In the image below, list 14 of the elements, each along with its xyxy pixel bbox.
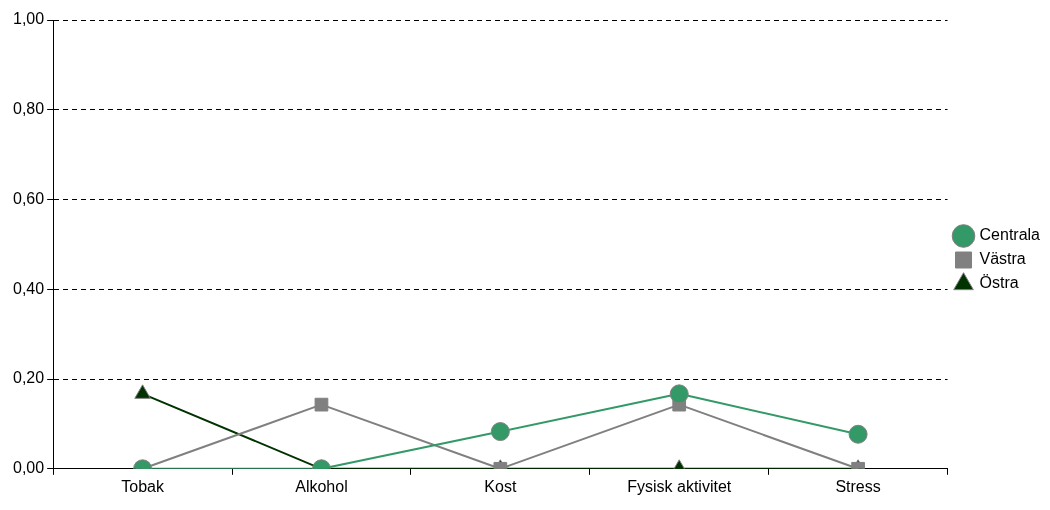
x-tick-label: Alkohol — [295, 477, 348, 495]
y-tick-label: 1,00 — [13, 10, 45, 28]
x-tick-label: Fysisk aktivitet — [627, 477, 732, 495]
y-tick-label: 0,20 — [13, 369, 45, 387]
legend-label: Västra — [979, 250, 1026, 268]
x-tick-label: Kost — [484, 477, 517, 495]
x-tick-label: Stress — [835, 477, 881, 495]
y-tick-label: 0,40 — [13, 279, 45, 297]
y-tick-label: 0,80 — [13, 100, 45, 118]
legend-label: Centrala — [979, 226, 1041, 244]
y-tick-label: 0,60 — [13, 189, 45, 207]
legend-label: Östra — [979, 274, 1019, 292]
y-tick-label: 0,00 — [13, 459, 45, 477]
x-tick-label: Tobak — [121, 477, 165, 495]
